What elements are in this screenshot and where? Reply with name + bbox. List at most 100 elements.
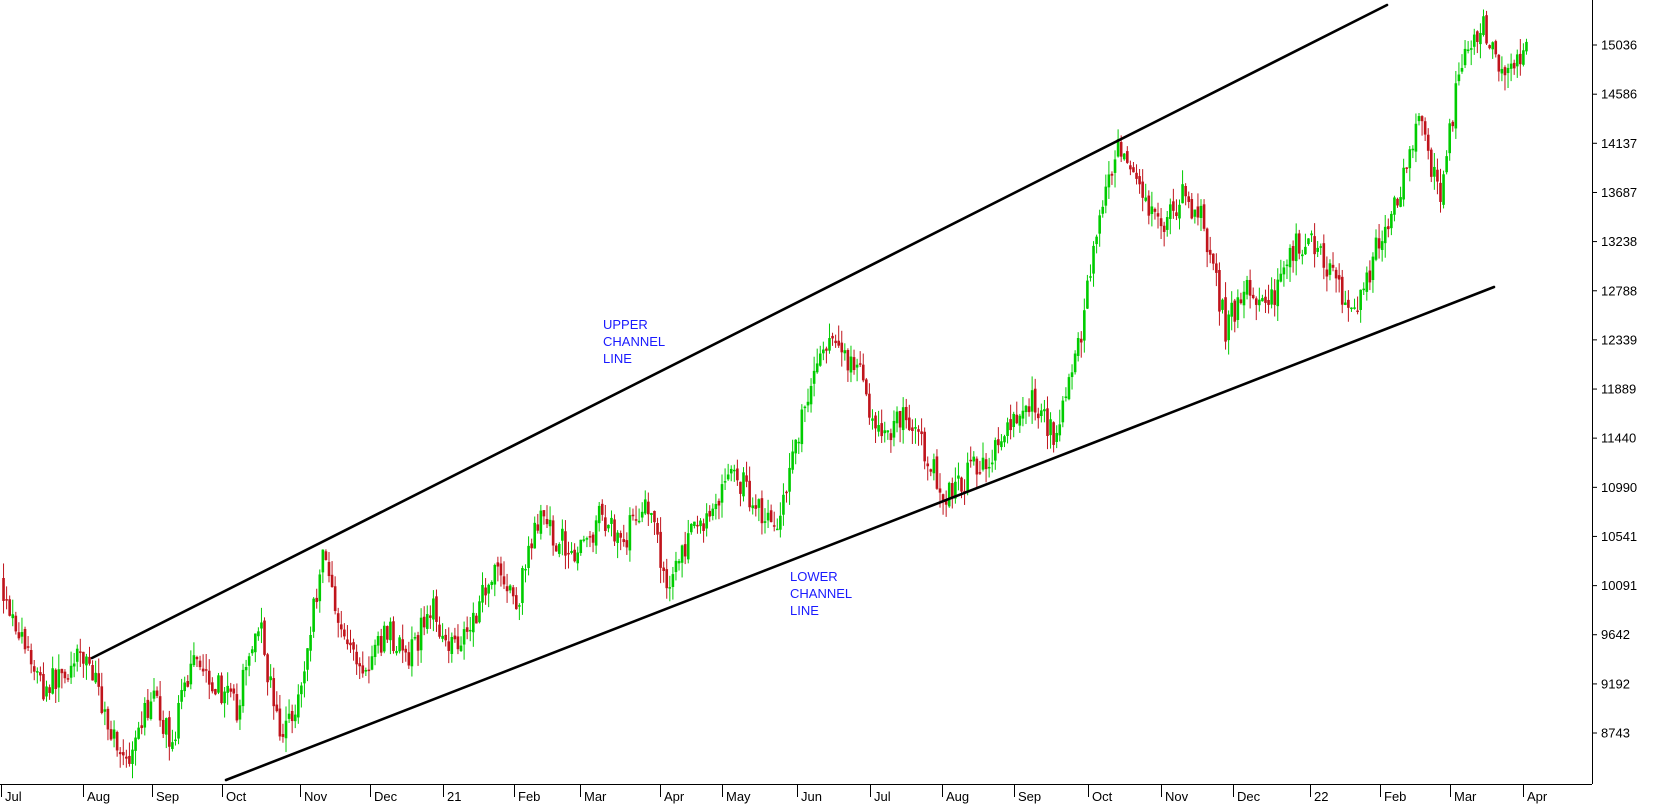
candle-down — [161, 710, 165, 739]
candle-up — [1393, 195, 1396, 222]
candle-down — [1325, 256, 1329, 292]
candle-up — [11, 599, 15, 627]
candle-up — [794, 439, 798, 465]
candle-up — [1457, 62, 1461, 86]
candle-down — [1126, 146, 1129, 164]
annotation-text: LINE — [603, 351, 632, 366]
candle-up — [981, 442, 985, 472]
candle-up — [413, 632, 417, 641]
candle-up — [309, 626, 312, 662]
candle-up — [895, 406, 899, 433]
candle-up — [376, 631, 380, 654]
candle-up — [947, 481, 951, 508]
candle-down — [834, 334, 837, 348]
candle-up — [1350, 307, 1353, 312]
candle-down — [935, 449, 939, 490]
candle-up — [877, 410, 880, 437]
candle-up — [539, 504, 543, 540]
candle-down — [1015, 401, 1019, 425]
candle-up — [1049, 412, 1052, 449]
candle-up — [1193, 209, 1197, 224]
candle-up — [533, 516, 537, 549]
candle-down — [63, 669, 67, 684]
candle-down — [1156, 202, 1160, 229]
candle-up — [732, 464, 736, 482]
candle-down — [263, 617, 266, 657]
candle-up — [1021, 397, 1025, 427]
candle-up — [643, 490, 647, 516]
candle-down — [950, 477, 954, 509]
candle-down — [653, 510, 656, 535]
candle-up — [487, 583, 490, 608]
x-tick-label: Jul — [874, 789, 891, 804]
candle-down — [717, 498, 721, 520]
candle-down — [330, 561, 334, 588]
candle-up — [1522, 43, 1525, 67]
candle-down — [865, 377, 868, 397]
candle-up — [524, 564, 527, 583]
candle-down — [339, 610, 343, 638]
candle-down — [198, 655, 202, 671]
candle-up — [1344, 290, 1347, 306]
candle-up — [1294, 223, 1298, 276]
candle-down — [275, 691, 279, 713]
candle-down — [214, 688, 217, 696]
candle-up — [1245, 275, 1249, 300]
candle-down — [1334, 267, 1338, 293]
candle-down — [978, 460, 982, 476]
candle-up — [1199, 199, 1203, 231]
candle-down — [82, 651, 85, 678]
candle-up — [1165, 210, 1169, 237]
x-tick-label: Mar — [1454, 789, 1477, 804]
candle-down — [831, 332, 834, 346]
candle-up — [382, 621, 386, 654]
candle-down — [346, 625, 349, 650]
candle-down — [1190, 192, 1194, 220]
candle-up — [1279, 259, 1283, 283]
candle-up — [189, 650, 193, 690]
candle-down — [290, 704, 294, 734]
candle-down — [32, 659, 36, 681]
candle-down — [361, 651, 365, 678]
candle-down — [186, 675, 190, 688]
candle-up — [493, 563, 497, 597]
candle-down — [1512, 59, 1516, 75]
candle-down — [367, 656, 371, 684]
candle-up — [1472, 28, 1476, 55]
y-tick-label: 11440 — [1601, 431, 1636, 446]
candle-down — [1233, 298, 1237, 333]
candle-down — [505, 573, 509, 603]
candle-up — [1301, 249, 1304, 265]
candle-up — [1408, 145, 1412, 182]
candle-down — [969, 446, 973, 468]
candle-up — [1448, 118, 1452, 161]
candle-up — [296, 684, 300, 724]
x-tick-label: Apr — [1527, 789, 1548, 804]
candle-up — [306, 648, 309, 682]
candle-up — [822, 341, 825, 361]
candle-down — [880, 409, 883, 444]
candle-down — [128, 742, 131, 767]
candle-down — [1132, 162, 1135, 173]
candle-up — [1230, 291, 1234, 331]
candle-up — [628, 507, 632, 562]
candle-up — [318, 569, 322, 613]
candle-down — [232, 684, 236, 701]
candle-up — [1076, 332, 1080, 362]
candle-down — [39, 666, 42, 682]
candle-up — [1092, 241, 1095, 287]
candle-up — [1365, 266, 1369, 301]
candle-down — [1027, 398, 1031, 417]
candle-down — [1138, 169, 1141, 194]
candle-down — [1211, 253, 1215, 271]
candle-up — [726, 463, 730, 481]
candle-down — [121, 739, 125, 766]
candle-up — [680, 544, 684, 578]
candle-down — [324, 549, 328, 561]
candle-up — [1509, 53, 1513, 82]
candle-down — [17, 622, 21, 641]
candle-down — [1340, 269, 1344, 314]
candle-up — [395, 645, 398, 656]
candle-down — [1248, 269, 1252, 309]
candle-up — [766, 499, 770, 529]
